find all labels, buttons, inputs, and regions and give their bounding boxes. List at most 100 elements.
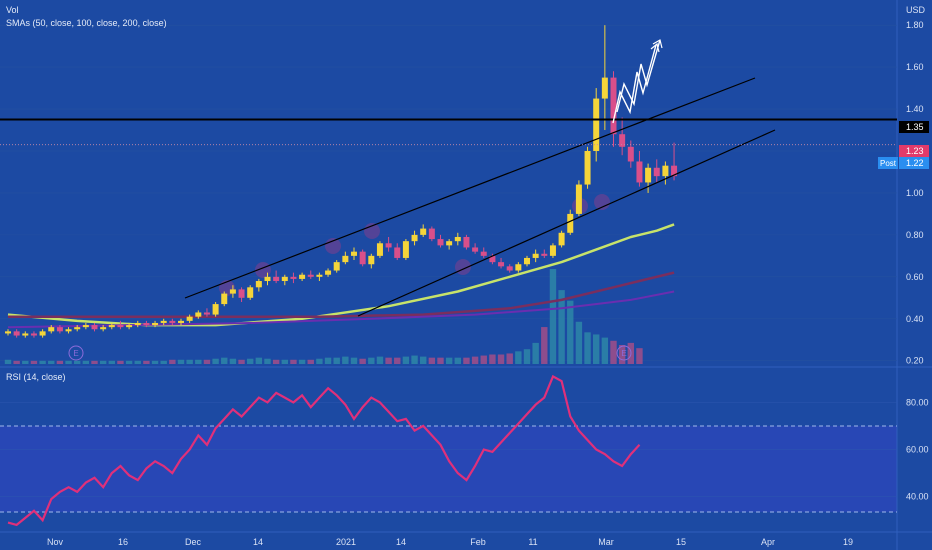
- rsi-line: [7, 374, 641, 527]
- candle: [30, 333, 37, 336]
- candle: [385, 243, 392, 248]
- volume-bar: [177, 359, 185, 364]
- projection-arrows[interactable]: [612, 39, 663, 124]
- candle: [307, 274, 314, 277]
- volume-bar: [636, 348, 643, 364]
- time-tick-label: 16: [118, 537, 128, 547]
- volume-bar: [567, 300, 574, 364]
- volume-bar: [402, 356, 410, 364]
- candle: [212, 304, 219, 315]
- time-tick-label: 19: [843, 537, 853, 547]
- candle: [601, 77, 608, 99]
- candle: [126, 325, 133, 328]
- price-badge: [899, 157, 929, 169]
- trendline-upper[interactable]: [184, 77, 756, 299]
- candle: [627, 146, 634, 162]
- candle: [506, 266, 513, 271]
- volume-bar: [4, 359, 12, 364]
- price-tick-label: 1.40: [906, 104, 924, 114]
- volume-bar: [143, 360, 150, 364]
- volume-bar: [359, 358, 366, 364]
- svg-text:E: E: [621, 349, 626, 358]
- candle: [39, 331, 46, 336]
- candle: [558, 232, 565, 246]
- candle: [662, 165, 669, 177]
- volume-bar: [584, 332, 591, 364]
- price-badge-value: 1.22: [906, 158, 924, 168]
- volume-bar: [420, 356, 427, 364]
- volume-bar: [74, 360, 81, 364]
- sma-legend[interactable]: SMAs (50, close, 100, close, 200, close): [6, 18, 167, 28]
- candle: [13, 331, 20, 336]
- volume-bar: [264, 358, 271, 364]
- candle: [653, 167, 660, 177]
- price-axis[interactable]: 1.801.601.401.201.000.800.600.400.20: [906, 20, 924, 366]
- svg-text:E: E: [73, 349, 78, 358]
- volume-bar: [489, 354, 496, 364]
- volume-bar: [575, 321, 583, 364]
- candle: [203, 312, 210, 315]
- candle: [489, 255, 496, 263]
- candle: [74, 327, 81, 330]
- volume-bar: [532, 342, 539, 364]
- volume-bar: [445, 357, 453, 364]
- volume-bar: [117, 360, 124, 364]
- volume-bar: [186, 359, 193, 364]
- volume-bar: [48, 360, 55, 364]
- candle: [368, 255, 375, 265]
- time-axis[interactable]: Nov 16 Dec 14 2021 14 Feb 11 Mar 15 Apr 19: [47, 537, 853, 547]
- earnings-marker[interactable]: E: [68, 345, 84, 361]
- candle: [160, 320, 167, 323]
- candle: [515, 264, 522, 271]
- candle: [247, 287, 254, 298]
- volume-bar: [82, 360, 90, 364]
- time-tick-label: 14: [396, 537, 406, 547]
- time-tick-label: Feb: [470, 537, 486, 547]
- candle: [480, 251, 487, 256]
- candle: [402, 241, 409, 258]
- volume-bar: [160, 360, 167, 364]
- volume-bar: [411, 355, 418, 364]
- volume-bar: [91, 360, 98, 364]
- candle: [152, 322, 159, 326]
- currency-label: USD: [906, 5, 926, 15]
- rsi-legend[interactable]: RSI (14, close): [6, 372, 66, 382]
- volume-bar: [134, 360, 141, 364]
- volume-bar: [463, 357, 470, 364]
- earnings-marker[interactable]: E: [616, 345, 632, 361]
- candle: [567, 213, 574, 233]
- volume-bar: [541, 327, 548, 364]
- time-tick-label: 2021: [336, 537, 356, 547]
- volume-bar: [65, 360, 72, 364]
- candle: [636, 161, 643, 183]
- candles: [5, 25, 678, 338]
- candle: [541, 253, 548, 256]
- volume-bar: [125, 360, 133, 364]
- volume-bar: [394, 357, 401, 364]
- badge-tag-label: Post: [880, 159, 897, 168]
- volume-bar: [247, 358, 254, 364]
- volume-bar: [593, 334, 600, 364]
- volume-legend[interactable]: Vol: [6, 5, 19, 15]
- candle: [316, 274, 323, 277]
- volume-bar: [558, 290, 565, 364]
- candle: [645, 167, 652, 183]
- candle: [143, 322, 150, 326]
- rsi-axis[interactable]: 80.00 60.00 40.00: [906, 397, 929, 501]
- volume-bar: [229, 358, 237, 364]
- price-tick-label: 0.40: [906, 314, 924, 324]
- candle: [82, 325, 89, 328]
- volume-bar: [30, 360, 38, 364]
- volume-bar: [99, 360, 107, 364]
- trendline-lower[interactable]: [357, 129, 776, 317]
- volume-bar: [255, 357, 263, 364]
- rsi-tick-label: 40.00: [906, 492, 929, 502]
- price-tick-label: 0.60: [906, 272, 924, 282]
- candle: [195, 312, 202, 317]
- volume-bar: [169, 359, 176, 364]
- candle: [108, 325, 115, 328]
- candle: [48, 327, 55, 332]
- volume-bar: [298, 359, 306, 364]
- candle: [575, 184, 582, 214]
